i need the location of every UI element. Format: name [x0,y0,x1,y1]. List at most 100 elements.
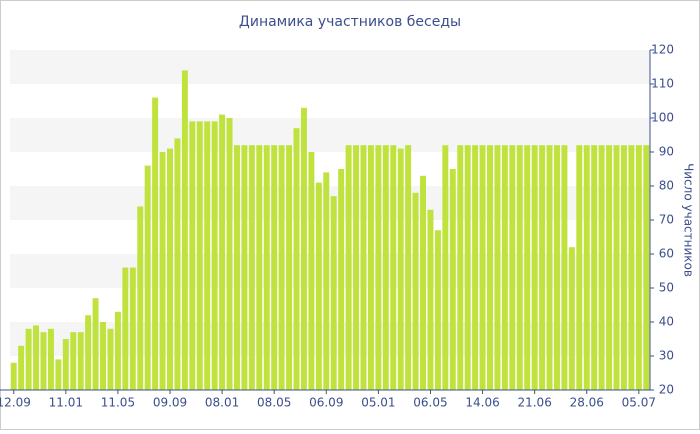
bar [308,152,315,390]
bar [107,328,114,390]
grid-band [10,50,650,84]
bar [524,145,531,390]
bar [100,322,106,390]
bar [226,118,233,390]
bar [442,145,449,390]
bar [405,145,412,390]
x-tick-label: 28.06 [570,396,604,410]
x-tick-label: 11.01 [49,396,83,410]
bar [40,332,47,390]
bar [598,145,605,390]
x-tick-label: 14.06 [465,396,499,410]
bar [152,97,159,390]
bar [315,182,322,390]
bar [137,206,144,390]
bar [561,145,568,390]
bar [606,145,613,390]
y-tick-label: 100 [651,111,674,125]
x-tick-label: 05.01 [361,396,395,410]
bar [635,145,642,390]
y-tick-label: 60 [659,247,674,261]
bar [219,114,226,390]
bar [420,175,426,390]
bar [241,145,248,390]
x-tick-label: 05.07 [622,396,656,410]
bar [323,172,330,390]
y-tick-label: 120 [651,43,674,57]
bar [234,145,240,390]
bar [211,121,218,391]
bar [434,230,441,390]
bar [62,339,69,390]
y-tick-label: 70 [659,213,674,227]
bar [263,145,270,390]
bar [643,145,650,390]
bar [464,145,471,390]
bar [479,145,486,390]
bar [531,145,538,390]
bar [25,328,32,390]
x-tick-label: 08.01 [205,396,239,410]
bar [591,145,598,390]
bar [114,311,121,390]
bar [494,145,501,390]
y-tick-label: 20 [659,383,674,397]
y-tick-label: 30 [659,349,674,363]
bar [501,145,508,390]
bar [375,145,382,390]
bar [144,165,151,390]
bar [539,145,546,390]
bar [620,145,627,390]
y-tick-label: 90 [659,145,674,159]
bar [129,267,136,390]
bar [256,145,263,390]
bar [271,145,278,390]
bar [367,145,374,390]
bar [472,145,479,390]
bar [568,247,575,390]
bar [509,145,516,390]
x-tick-label: 09.09 [153,396,187,410]
x-tick-label: 12.09 [0,396,31,410]
bar [382,145,389,390]
bar [122,267,129,390]
bar [345,145,352,390]
bar [516,145,523,390]
bar [278,145,285,390]
bar [330,196,337,390]
chart-title: Динамика участников беседы [239,14,461,30]
y-tick-label: 80 [659,179,674,193]
x-tick-label: 06.09 [309,396,343,410]
bar [546,145,553,390]
x-tick-label: 08.05 [257,396,291,410]
bar [353,145,360,390]
bar [628,145,635,390]
bar [293,128,300,390]
bar [189,121,196,391]
x-tick-label: 21.06 [517,396,551,410]
bar [174,138,181,390]
bar [412,192,419,390]
bar [397,148,404,390]
bar [77,332,84,390]
bar [55,359,62,390]
bar [613,145,620,390]
bar [360,145,367,390]
bar [10,362,17,390]
bar [85,315,92,390]
bar [390,145,397,390]
y-tick-label: 40 [659,315,674,329]
bar [300,107,307,391]
bar [33,325,40,390]
bar [286,145,293,390]
x-tick-label: 06.05 [413,396,447,410]
bar [159,152,166,390]
x-tick-label: 11.05 [101,396,135,410]
y-axis-label: Число участников [682,163,696,277]
bar [576,145,583,390]
bar [338,169,345,390]
bar [18,345,25,390]
bar [248,145,255,390]
bar [487,145,493,390]
